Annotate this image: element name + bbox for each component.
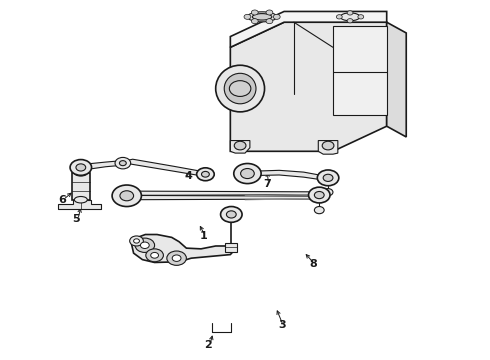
Text: 2: 2: [204, 340, 212, 350]
Circle shape: [315, 192, 324, 199]
Polygon shape: [247, 170, 323, 180]
Circle shape: [347, 11, 353, 15]
Text: 7: 7: [263, 179, 271, 189]
Circle shape: [112, 185, 142, 207]
Polygon shape: [81, 161, 118, 170]
Circle shape: [336, 15, 342, 19]
Polygon shape: [58, 200, 101, 210]
Polygon shape: [130, 191, 316, 195]
Ellipse shape: [74, 197, 87, 203]
Text: 8: 8: [310, 259, 318, 269]
Circle shape: [76, 164, 86, 171]
Circle shape: [323, 189, 333, 196]
Polygon shape: [132, 234, 234, 262]
Polygon shape: [130, 195, 316, 200]
Circle shape: [358, 15, 364, 19]
Circle shape: [251, 19, 258, 24]
Circle shape: [135, 238, 155, 252]
Circle shape: [323, 174, 333, 181]
Ellipse shape: [216, 65, 265, 112]
Ellipse shape: [129, 191, 138, 201]
Polygon shape: [230, 12, 387, 47]
Circle shape: [347, 19, 353, 23]
Polygon shape: [230, 22, 387, 151]
Circle shape: [251, 10, 258, 15]
Circle shape: [70, 159, 92, 175]
Circle shape: [315, 207, 324, 214]
Polygon shape: [333, 26, 387, 116]
Circle shape: [229, 81, 251, 96]
Circle shape: [322, 141, 334, 150]
Circle shape: [220, 207, 242, 222]
Ellipse shape: [340, 13, 360, 21]
Circle shape: [201, 171, 209, 177]
Circle shape: [266, 19, 273, 24]
Polygon shape: [72, 173, 90, 200]
Polygon shape: [387, 22, 406, 137]
Ellipse shape: [74, 170, 87, 176]
Circle shape: [167, 251, 186, 265]
Circle shape: [309, 187, 330, 203]
Circle shape: [130, 236, 144, 246]
Circle shape: [151, 252, 159, 258]
Ellipse shape: [252, 14, 272, 20]
Text: 3: 3: [278, 320, 286, 330]
Text: 6: 6: [58, 195, 66, 205]
Text: 4: 4: [185, 171, 193, 181]
Circle shape: [172, 255, 181, 261]
Circle shape: [196, 168, 214, 181]
Circle shape: [146, 249, 163, 262]
Circle shape: [273, 14, 280, 19]
Circle shape: [241, 168, 254, 179]
Polygon shape: [230, 140, 250, 153]
Circle shape: [226, 211, 236, 218]
Circle shape: [318, 170, 339, 186]
Circle shape: [141, 242, 149, 248]
Circle shape: [115, 157, 131, 169]
Text: 1: 1: [199, 231, 207, 240]
Circle shape: [234, 163, 261, 184]
Circle shape: [134, 239, 140, 243]
Circle shape: [244, 14, 251, 19]
Circle shape: [120, 191, 134, 201]
Ellipse shape: [224, 73, 256, 104]
Polygon shape: [124, 159, 206, 176]
Circle shape: [120, 161, 126, 166]
Polygon shape: [225, 243, 237, 252]
Polygon shape: [318, 140, 338, 154]
Text: 5: 5: [73, 215, 80, 224]
Ellipse shape: [247, 12, 277, 22]
Circle shape: [266, 10, 273, 15]
Circle shape: [234, 141, 246, 150]
